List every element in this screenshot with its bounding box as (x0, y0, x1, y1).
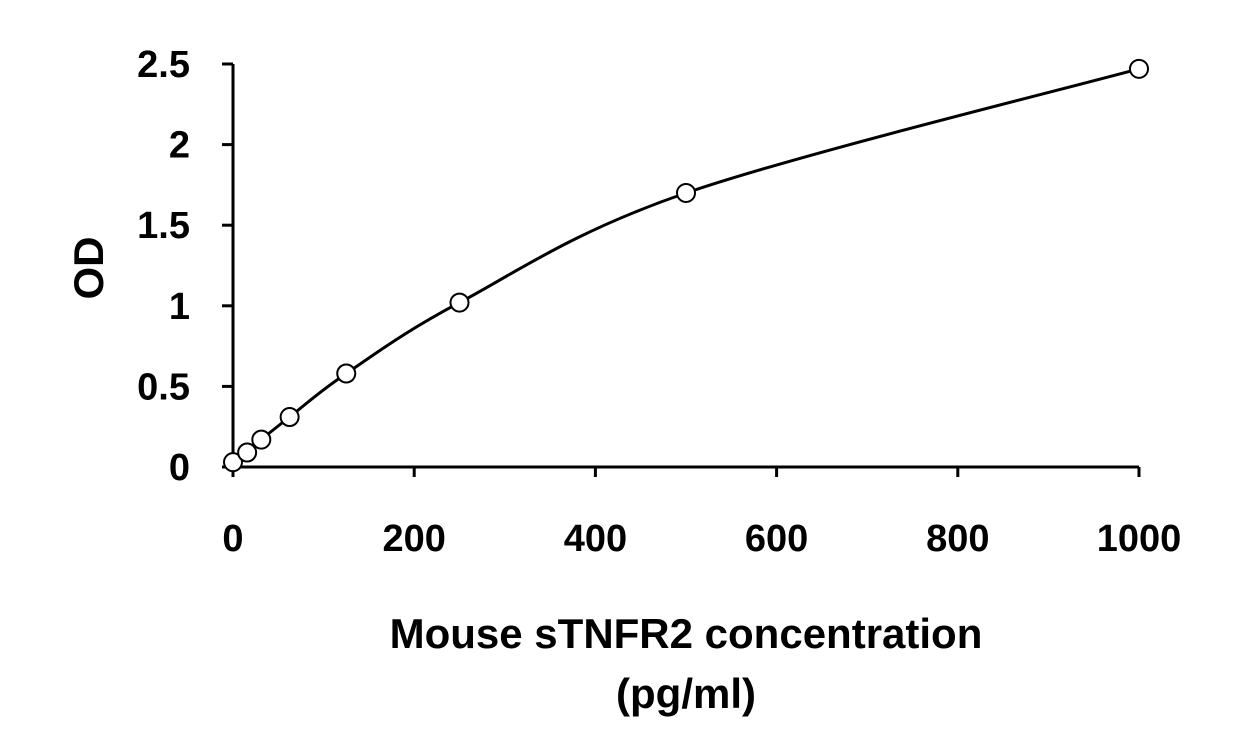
data-point (237, 442, 258, 463)
axes (231, 64, 1139, 469)
y-tick-label: 2 (169, 125, 190, 167)
data-point (676, 182, 696, 203)
fit-curve (232, 67, 1140, 464)
y-tick-label: 0 (169, 447, 190, 489)
data-point (279, 407, 300, 428)
x-axis-title-line-2: (pg/ml) (616, 670, 756, 717)
data-point (1129, 58, 1149, 79)
y-tick-label: 2.5 (137, 44, 190, 86)
data-point (223, 452, 243, 473)
y-axis-ticks: 0 0.5 1 1.5 2 2.5 (137, 44, 233, 489)
data-point (251, 429, 272, 450)
x-tick-label: 200 (382, 518, 445, 560)
x-tick-label: 400 (564, 518, 627, 560)
data-point (336, 363, 357, 384)
y-tick-label: 1 (169, 286, 190, 328)
x-axis-title-line-1: Mouse sTNFR2 concentration (390, 610, 983, 657)
x-tick-label: 600 (745, 518, 808, 560)
data-point (449, 292, 470, 313)
x-tick-label: 1000 (1097, 518, 1182, 560)
y-tick-label: 0.5 (137, 366, 190, 408)
x-tick-label: 0 (222, 518, 243, 560)
x-tick-label: 800 (926, 518, 989, 560)
x-axis-ticks: 0 200 400 600 800 1000 (222, 467, 1181, 560)
y-axis-title: OD (65, 237, 112, 300)
y-tick-label: 1.5 (137, 205, 190, 247)
data-points (223, 58, 1149, 473)
